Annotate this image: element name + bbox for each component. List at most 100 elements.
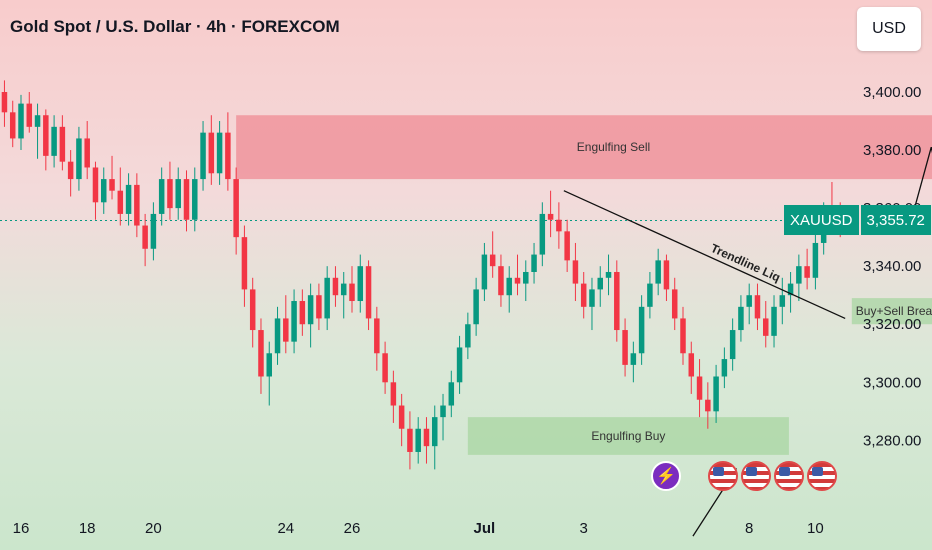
candle <box>142 213 148 267</box>
candle <box>655 248 661 296</box>
candle <box>92 161 99 220</box>
candle <box>125 173 132 226</box>
candle-body <box>291 301 297 342</box>
candle <box>721 347 728 389</box>
candle-body <box>448 382 455 406</box>
candle-body <box>200 132 206 180</box>
candle-body <box>374 318 380 354</box>
candle <box>448 370 455 418</box>
candle <box>374 306 380 371</box>
y-tick-label: 3,300.00 <box>863 374 921 391</box>
candle <box>812 231 819 290</box>
candle-body <box>26 103 33 127</box>
candle <box>340 271 347 319</box>
candle <box>523 260 529 302</box>
candle-body <box>51 126 57 156</box>
candle-body <box>18 103 24 139</box>
candle-body <box>84 138 90 168</box>
us-flag-event-icon[interactable] <box>807 461 837 491</box>
us-flag-event-icon[interactable] <box>741 461 771 491</box>
flash-event-icon[interactable]: ⚡ <box>651 461 681 491</box>
y-tick-label: 3,320.00 <box>863 316 921 333</box>
candle-body <box>705 399 711 412</box>
candle-body <box>589 289 595 307</box>
candle-body <box>671 289 678 319</box>
x-tick-label: 8 <box>745 520 753 537</box>
y-tick-label: 3,400.00 <box>863 84 921 101</box>
candle-body <box>605 271 612 278</box>
candle-body <box>407 428 413 452</box>
candle-body <box>192 179 198 220</box>
candle <box>680 306 686 365</box>
candle-body <box>506 277 512 296</box>
candle-body <box>225 132 231 180</box>
candle <box>18 94 24 151</box>
candle <box>729 318 736 371</box>
candle <box>605 254 612 296</box>
candle <box>614 260 620 342</box>
candle-body <box>349 283 355 302</box>
candle <box>283 295 289 354</box>
candle <box>307 283 314 348</box>
candle-body <box>258 330 264 377</box>
candle <box>134 173 140 238</box>
candle-body <box>746 295 752 307</box>
candle <box>299 289 306 336</box>
x-tick-label: 16 <box>13 520 30 537</box>
candle-body <box>109 179 115 191</box>
candle <box>514 254 521 296</box>
candle <box>158 167 165 226</box>
candle-body <box>415 428 421 452</box>
candle <box>167 161 173 220</box>
zone-rect-1 <box>851 298 932 325</box>
candle <box>506 266 512 313</box>
candle-body <box>539 213 546 255</box>
candle-body <box>556 219 562 232</box>
candle-body <box>158 179 165 214</box>
candle-body <box>76 138 82 180</box>
candle-body <box>233 179 239 238</box>
candle-body <box>1 92 8 113</box>
candle <box>432 405 438 470</box>
zone-label-0: Engulfing Sell <box>577 140 650 154</box>
projection-path <box>910 146 932 220</box>
candle-body <box>216 132 223 174</box>
candle <box>572 242 579 302</box>
zone-label-1: Buy+Sell Break Overlap <box>856 304 932 318</box>
candle <box>67 150 74 197</box>
candle-body <box>523 271 529 284</box>
candle-body <box>432 417 438 447</box>
candle <box>175 167 181 220</box>
candle <box>365 260 372 331</box>
candle-body <box>324 277 330 319</box>
candle-body <box>630 353 637 365</box>
candle-body <box>473 289 479 325</box>
candle-body <box>597 277 603 290</box>
candle <box>357 254 364 313</box>
candle-body <box>564 231 570 261</box>
candle <box>415 417 421 464</box>
candle <box>498 254 504 307</box>
zone-label-2: Engulfing Buy <box>591 429 665 443</box>
candle-body <box>34 115 41 127</box>
candle-body <box>208 132 215 174</box>
candle <box>150 202 157 261</box>
candle <box>200 121 206 191</box>
candle <box>43 109 49 171</box>
candle-body <box>299 301 306 325</box>
candle-body <box>754 295 761 319</box>
candle <box>564 219 570 272</box>
currency-button[interactable]: USD <box>857 7 921 51</box>
candle <box>754 283 761 331</box>
us-flag-event-icon[interactable] <box>774 461 804 491</box>
candle-body <box>67 161 74 180</box>
us-flag-event-icon[interactable] <box>708 461 738 491</box>
candle-body <box>167 179 173 209</box>
candle-body <box>398 405 405 429</box>
candle-body <box>365 266 372 319</box>
candle-body <box>340 283 347 296</box>
candle <box>713 364 719 423</box>
candle-body <box>663 260 670 290</box>
candle <box>216 121 223 185</box>
